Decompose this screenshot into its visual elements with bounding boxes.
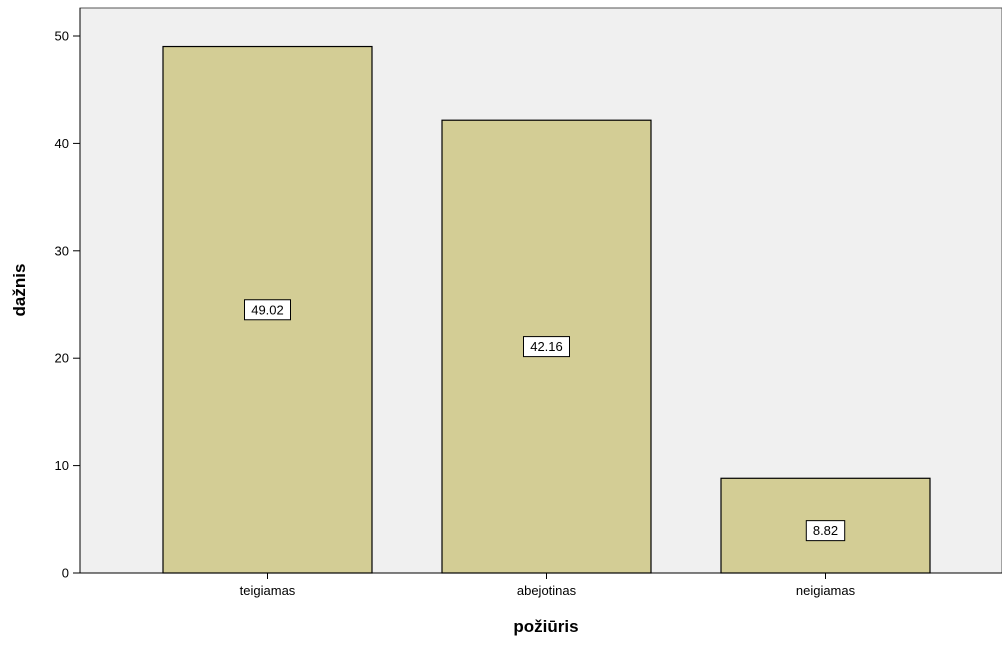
- data-label-box: [244, 299, 291, 321]
- y-tick-label: 10: [55, 458, 69, 473]
- y-axis-title: dažnis: [10, 264, 29, 317]
- y-tick-label: 40: [55, 136, 69, 151]
- data-label: 8.82: [813, 523, 838, 538]
- y-axis: 0 10 20 30 40 50: [55, 8, 81, 581]
- data-label-box: [523, 336, 570, 358]
- bars: 49.02 42.16 8.82: [162, 45, 931, 574]
- x-axis: teigiamas abejotinas neigiamas: [80, 572, 1002, 598]
- data-label: 49.02: [251, 302, 284, 317]
- data-label: 42.16: [530, 339, 563, 354]
- y-tick-label: 50: [55, 29, 69, 44]
- y-tick-label: 20: [55, 351, 69, 366]
- x-axis-title: požiūris: [513, 617, 578, 636]
- x-tick-label: abejotinas: [517, 583, 577, 598]
- x-tick-label: neigiamas: [796, 583, 856, 598]
- x-tick-label: teigiamas: [240, 583, 296, 598]
- data-label-box: [805, 520, 846, 542]
- y-tick-label: 30: [55, 243, 69, 258]
- y-tick-label: 0: [62, 566, 69, 581]
